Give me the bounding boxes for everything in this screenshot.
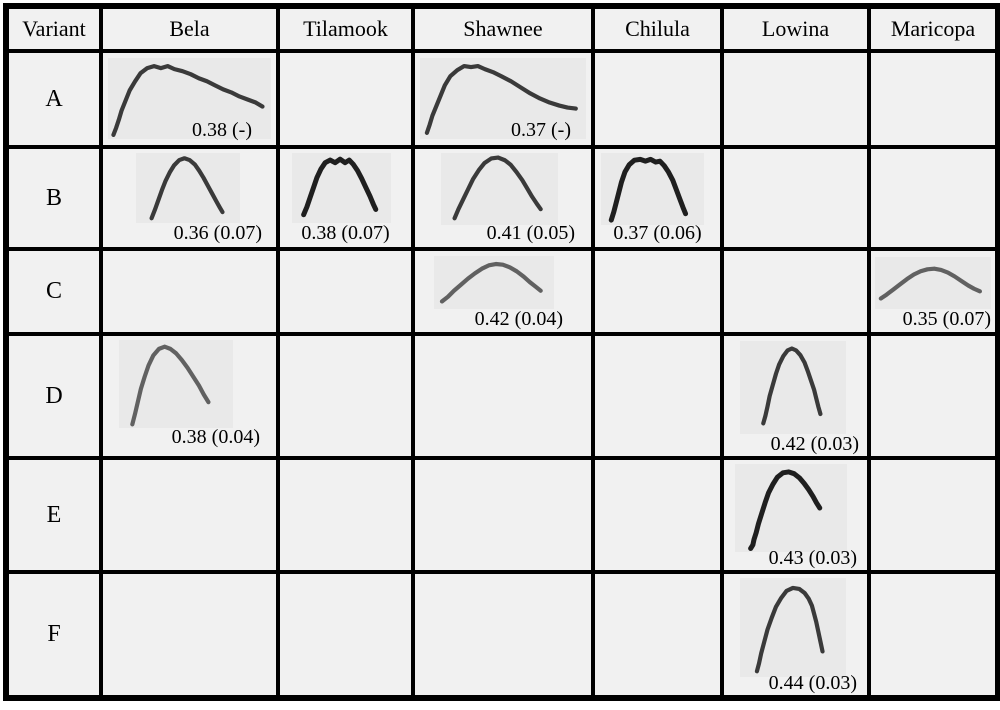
cell-d-lowina: 0.42 (0.03)	[724, 336, 867, 456]
cell-c-bela	[103, 251, 276, 332]
row-label-e-text: E	[46, 501, 62, 528]
col-header-lowina: Lowina	[724, 9, 867, 49]
col-header-shawnee-label: Shawnee	[463, 16, 543, 41]
sparkline-d-lowina	[739, 340, 846, 435]
cell-e-maricopa	[871, 460, 995, 570]
cell-d-shawnee	[415, 336, 591, 456]
variant-curve-table: Variant Bela Tilamook Shawnee Chilula Lo…	[3, 3, 1000, 701]
curve-path-a-bela	[114, 66, 263, 135]
value-b-chilula: 0.37 (0.06)	[613, 222, 702, 244]
value-b-bela: 0.36 (0.07)	[173, 222, 262, 244]
cell-a-lowina	[724, 53, 867, 145]
value-d-bela: 0.38 (0.04)	[171, 426, 260, 448]
col-header-variant-label: Variant	[22, 16, 86, 41]
cell-a-chilula	[595, 53, 720, 145]
cell-d-bela: 0.38 (0.04)	[103, 336, 276, 456]
sparkline-c-shawnee	[434, 255, 555, 310]
sparkline-b-shawnee	[441, 152, 558, 226]
cell-f-maricopa	[871, 574, 995, 695]
col-header-bela: Bela	[103, 9, 276, 49]
value-e-lowina: 0.43 (0.03)	[768, 547, 857, 569]
cell-f-tilamook	[280, 574, 411, 695]
curve-path-f-lowina	[757, 588, 823, 671]
sparkline-e-lowina	[735, 464, 847, 553]
col-header-bela-label: Bela	[169, 16, 210, 41]
sparkline-f-lowina	[739, 577, 846, 677]
row-label-a: A	[9, 53, 99, 145]
row-label-b: B	[9, 149, 99, 247]
sparkline-b-chilula	[601, 152, 704, 226]
cell-f-lowina: 0.44 (0.03)	[724, 574, 867, 695]
row-label-d: D	[9, 336, 99, 456]
cell-a-bela: 0.38 (-)	[103, 53, 276, 145]
cell-c-shawnee: 0.42 (0.04)	[415, 251, 591, 332]
value-a-shawnee: 0.37 (-)	[511, 119, 571, 141]
value-b-shawnee: 0.41 (0.05)	[486, 222, 575, 244]
cell-f-bela	[103, 574, 276, 695]
sparkline-c-maricopa	[874, 257, 992, 310]
cell-d-chilula	[595, 336, 720, 456]
cell-d-tilamook	[280, 336, 411, 456]
cell-a-maricopa	[871, 53, 995, 145]
curve-path-a-shawnee	[427, 66, 576, 133]
cell-e-chilula	[595, 460, 720, 570]
sparkline-a-shawnee	[420, 57, 586, 139]
cell-c-maricopa: 0.35 (0.07)	[871, 251, 995, 332]
cell-b-tilamook: 0.38 (0.07)	[280, 149, 411, 247]
cell-b-chilula: 0.37 (0.06)	[595, 149, 720, 247]
row-label-a-text: A	[45, 85, 63, 112]
col-header-chilula-label: Chilula	[625, 16, 690, 41]
col-header-variant: Variant	[9, 9, 99, 49]
curve-path-d-bela	[132, 346, 208, 424]
cell-c-lowina	[724, 251, 867, 332]
value-c-shawnee: 0.42 (0.04)	[474, 308, 563, 330]
cell-c-tilamook	[280, 251, 411, 332]
cell-b-maricopa	[871, 149, 995, 247]
curve-path-b-shawnee	[455, 157, 541, 218]
curve-path-b-bela	[151, 158, 222, 218]
cell-b-lowina	[724, 149, 867, 247]
row-label-c: C	[9, 251, 99, 332]
sparkline-a-bela	[108, 57, 271, 139]
col-header-chilula: Chilula	[595, 9, 720, 49]
cell-e-tilamook	[280, 460, 411, 570]
sparkline-b-tilamook	[291, 152, 392, 224]
row-label-d-text: D	[45, 382, 63, 409]
cell-b-bela: 0.36 (0.07)	[103, 149, 276, 247]
curve-path-c-shawnee	[442, 264, 541, 301]
col-header-maricopa: Maricopa	[871, 9, 995, 49]
col-header-shawnee: Shawnee	[415, 9, 591, 49]
curve-path-d-lowina	[763, 348, 820, 423]
value-c-maricopa: 0.35 (0.07)	[902, 308, 991, 330]
row-label-b-text: B	[45, 184, 62, 211]
cell-e-lowina: 0.43 (0.03)	[724, 460, 867, 570]
value-d-lowina: 0.42 (0.03)	[770, 433, 859, 455]
value-b-tilamook: 0.38 (0.07)	[301, 222, 390, 244]
row-label-c-text: C	[45, 278, 62, 304]
curve-path-c-maricopa	[881, 269, 980, 299]
row-label-e: E	[9, 460, 99, 570]
curve-path-b-chilula	[612, 159, 686, 220]
row-label-f-text: F	[47, 621, 61, 647]
curve-path-e-lowina	[751, 472, 820, 549]
cell-d-maricopa	[871, 336, 995, 456]
cell-f-chilula	[595, 574, 720, 695]
col-header-tilamook: Tilamook	[280, 9, 411, 49]
cell-e-bela	[103, 460, 276, 570]
cell-b-shawnee: 0.41 (0.05)	[415, 149, 591, 247]
curve-path-b-tilamook	[303, 159, 375, 215]
cell-a-shawnee: 0.37 (-)	[415, 53, 591, 145]
sparkline-d-bela	[118, 339, 233, 429]
cell-f-shawnee	[415, 574, 591, 695]
sparkline-b-bela	[135, 152, 240, 224]
value-f-lowina: 0.44 (0.03)	[768, 672, 857, 694]
cell-c-chilula	[595, 251, 720, 332]
cell-a-tilamook	[280, 53, 411, 145]
col-header-lowina-label: Lowina	[761, 16, 830, 41]
cell-e-shawnee	[415, 460, 591, 570]
value-a-bela: 0.38 (-)	[192, 119, 252, 141]
row-label-f: F	[9, 574, 99, 695]
col-header-maricopa-label: Maricopa	[890, 16, 976, 41]
col-header-tilamook-label: Tilamook	[303, 16, 388, 41]
